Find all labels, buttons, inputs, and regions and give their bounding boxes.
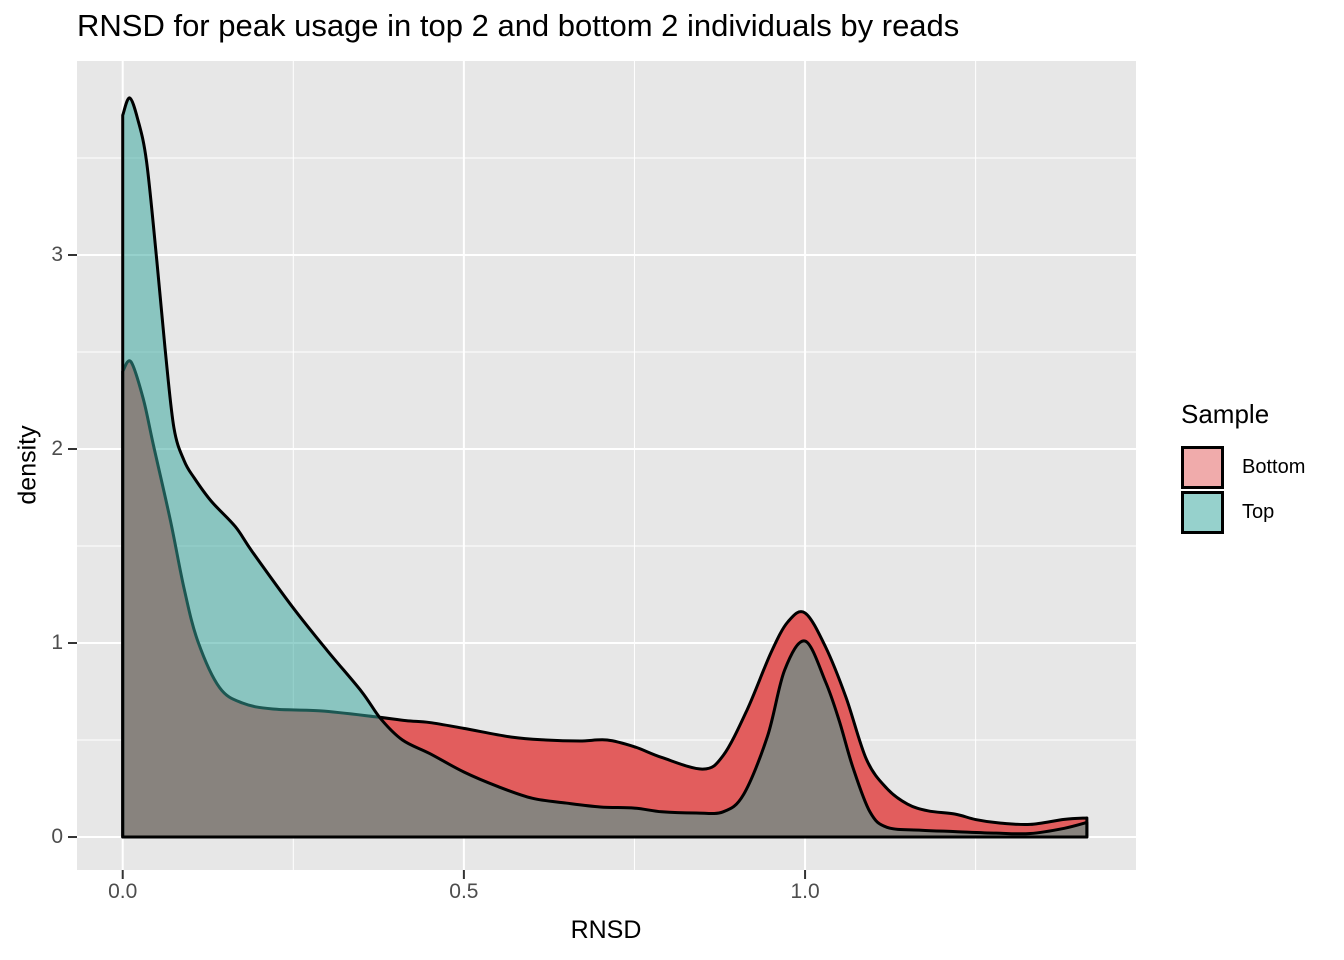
density-area-top [121, 96, 1089, 839]
legend-label-top: Top [1242, 501, 1275, 523]
x-axis-title: RNSD [570, 916, 642, 944]
legend-swatch-top [1181, 491, 1224, 534]
y-tick-label: 2 [51, 437, 63, 460]
chart-title: RNSD for peak usage in top 2 and bottom … [77, 8, 960, 43]
legend-swatch-bottom [1181, 446, 1224, 489]
y-tick-label: 3 [51, 243, 63, 266]
y-tick-label: 1 [51, 631, 63, 654]
y-tick-label: 0 [51, 825, 63, 849]
legend-item-bottom: Bottom [1181, 446, 1305, 489]
x-tick-label: 1.0 [790, 880, 820, 903]
legend-label-bottom: Bottom [1242, 456, 1306, 478]
legend-item-top: Top [1181, 491, 1305, 534]
legend: Sample Bottom Top [1181, 399, 1305, 536]
x-tick-label: 0.0 [108, 880, 138, 903]
x-tick-label: 0.5 [449, 880, 479, 903]
legend-title: Sample [1181, 399, 1270, 429]
